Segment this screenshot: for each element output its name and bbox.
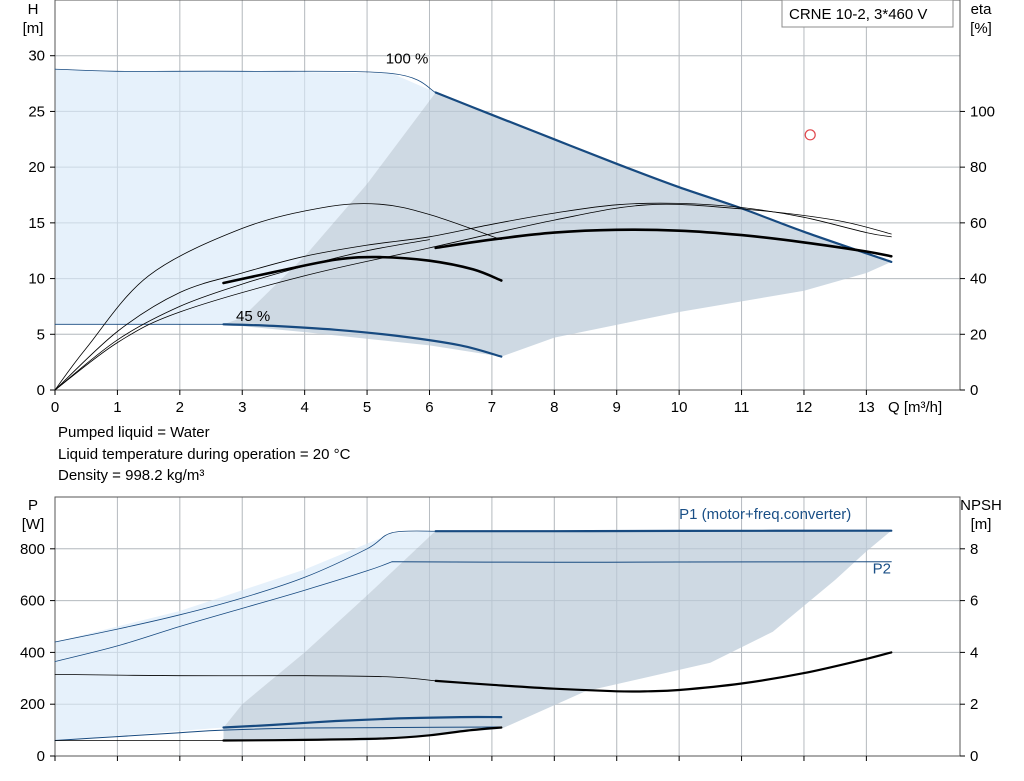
series-label: P1 (motor+freq.converter)	[679, 506, 851, 523]
y-right-tick-label: 0	[970, 382, 978, 399]
series-label: P2	[873, 560, 891, 577]
series-group	[54, 529, 893, 742]
series-eta-45	[222, 255, 503, 285]
series-p1-45	[222, 715, 503, 729]
series-p2	[391, 561, 892, 563]
y-right-axis-label: NPSH	[960, 497, 1002, 514]
series-p2-100-thin	[54, 561, 393, 662]
duty-point-marker	[804, 129, 816, 141]
axes: 0 200 400 600 800 0 2 4 6 8 P [W] NPSH [m]	[20, 497, 1002, 765]
series-eta-100	[434, 228, 893, 258]
x-tick-label: 4	[300, 399, 308, 416]
x-tick-label: 11	[734, 399, 750, 416]
y-right-tick-label: 0	[970, 748, 978, 765]
x-tick-label: 12	[796, 399, 813, 416]
series-h-100-full-range	[54, 68, 437, 93]
y-right-tick-label: 20	[970, 326, 987, 343]
density-note: Density = 998.2 kg/m³	[58, 467, 205, 484]
power-npsh-plot: 0 200 400 600 800 0 2 4 6 8 P [W] NPSH [m] P1 (motor+f…	[20, 496, 1002, 765]
y-right-tick-label: 100	[970, 103, 995, 120]
series-eta-100-thin	[54, 203, 892, 391]
x-tick-label: 5	[363, 399, 371, 416]
operating-envelope-light	[55, 530, 436, 741]
x-tick-label: 0	[51, 399, 59, 416]
x-tick-label: 7	[488, 399, 496, 416]
y-left-tick-label: 5	[37, 326, 45, 343]
series-p1	[434, 529, 893, 533]
x-tick-label: 1	[113, 399, 121, 416]
y-right-tick-label: 4	[970, 644, 978, 661]
y-left-tick-label: 400	[20, 644, 45, 661]
plot-frame	[54, 496, 961, 757]
y-right-tick-label: 6	[970, 593, 978, 610]
series-eta-upper-thin	[54, 202, 892, 391]
title-box: CRNE 10-2, 3*460 V	[781, 0, 954, 28]
y-left-axis-label: H	[28, 1, 39, 18]
title-box-text: CRNE 10-2, 3*460 V	[789, 6, 927, 23]
x-axis-label: Q [m³/h]	[888, 399, 942, 416]
plot-frame	[54, 0, 961, 391]
series-h-100	[434, 91, 893, 263]
speed-label: 100 %	[386, 51, 429, 68]
series-p2-45	[54, 726, 502, 741]
x-tick-label: 8	[550, 399, 558, 416]
series-npsh-100	[434, 651, 893, 693]
temperature-note: Liquid temperature during operation = 20…	[58, 446, 351, 463]
speed-label: 45 %	[236, 308, 270, 325]
y-left-tick-label: 0	[37, 382, 45, 399]
series-p1-100-thin	[54, 530, 437, 643]
operating-envelope-light	[55, 69, 436, 325]
y-right-axis-unit: [m]	[971, 516, 992, 533]
x-tick-label: 2	[176, 399, 184, 416]
series-eta-lower-thin	[54, 239, 430, 391]
y-left-tick-label: 0	[37, 748, 45, 765]
x-tick-label: 13	[858, 399, 875, 416]
y-left-tick-label: 30	[28, 48, 45, 65]
x-tick-label: 3	[238, 399, 246, 416]
y-right-tick-label: 80	[970, 159, 987, 176]
y-right-tick-label: 40	[970, 271, 987, 288]
x-tick-label: 10	[671, 399, 688, 416]
y-left-tick-label: 25	[28, 103, 45, 120]
series-npsh-100-thin	[54, 674, 437, 682]
head-efficiency-plot: 0 1 2 3 4 5 6 7 8 9 10 11 12 130510152025300204060801…	[23, 0, 995, 416]
y-right-tick-label: 60	[970, 215, 987, 232]
y-right-tick-label: 8	[970, 541, 978, 558]
x-tick-label: 6	[425, 399, 433, 416]
title-box-frame	[781, 0, 954, 28]
y-left-axis-label: P	[28, 497, 38, 514]
y-left-tick-label: 15	[28, 215, 45, 232]
y-left-axis-unit: [m]	[23, 20, 44, 37]
operating-envelope-dark	[223, 530, 892, 741]
operating-envelope-dark	[223, 92, 892, 357]
axes: 0 1 2 3 4 5 6 7 8 9 10 11 12 130510152025300204060801…	[23, 1, 995, 416]
y-left-tick-label: 600	[20, 593, 45, 610]
y-right-axis-unit: [%]	[970, 20, 992, 37]
series-eta-45-thin	[54, 203, 502, 391]
y-right-tick-label: 2	[970, 696, 978, 713]
y-left-tick-label: 200	[20, 696, 45, 713]
y-right-axis-label: eta	[971, 1, 993, 18]
series-group	[54, 68, 893, 391]
series-npsh-45	[222, 726, 503, 742]
y-left-tick-label: 800	[20, 541, 45, 558]
liquid-note: Pumped liquid = Water	[58, 424, 210, 441]
x-tick-label: 9	[613, 399, 621, 416]
series-h-45	[222, 323, 503, 358]
y-left-tick-label: 10	[28, 271, 45, 288]
y-left-tick-label: 20	[28, 159, 45, 176]
y-left-axis-unit: [W]	[22, 516, 45, 533]
